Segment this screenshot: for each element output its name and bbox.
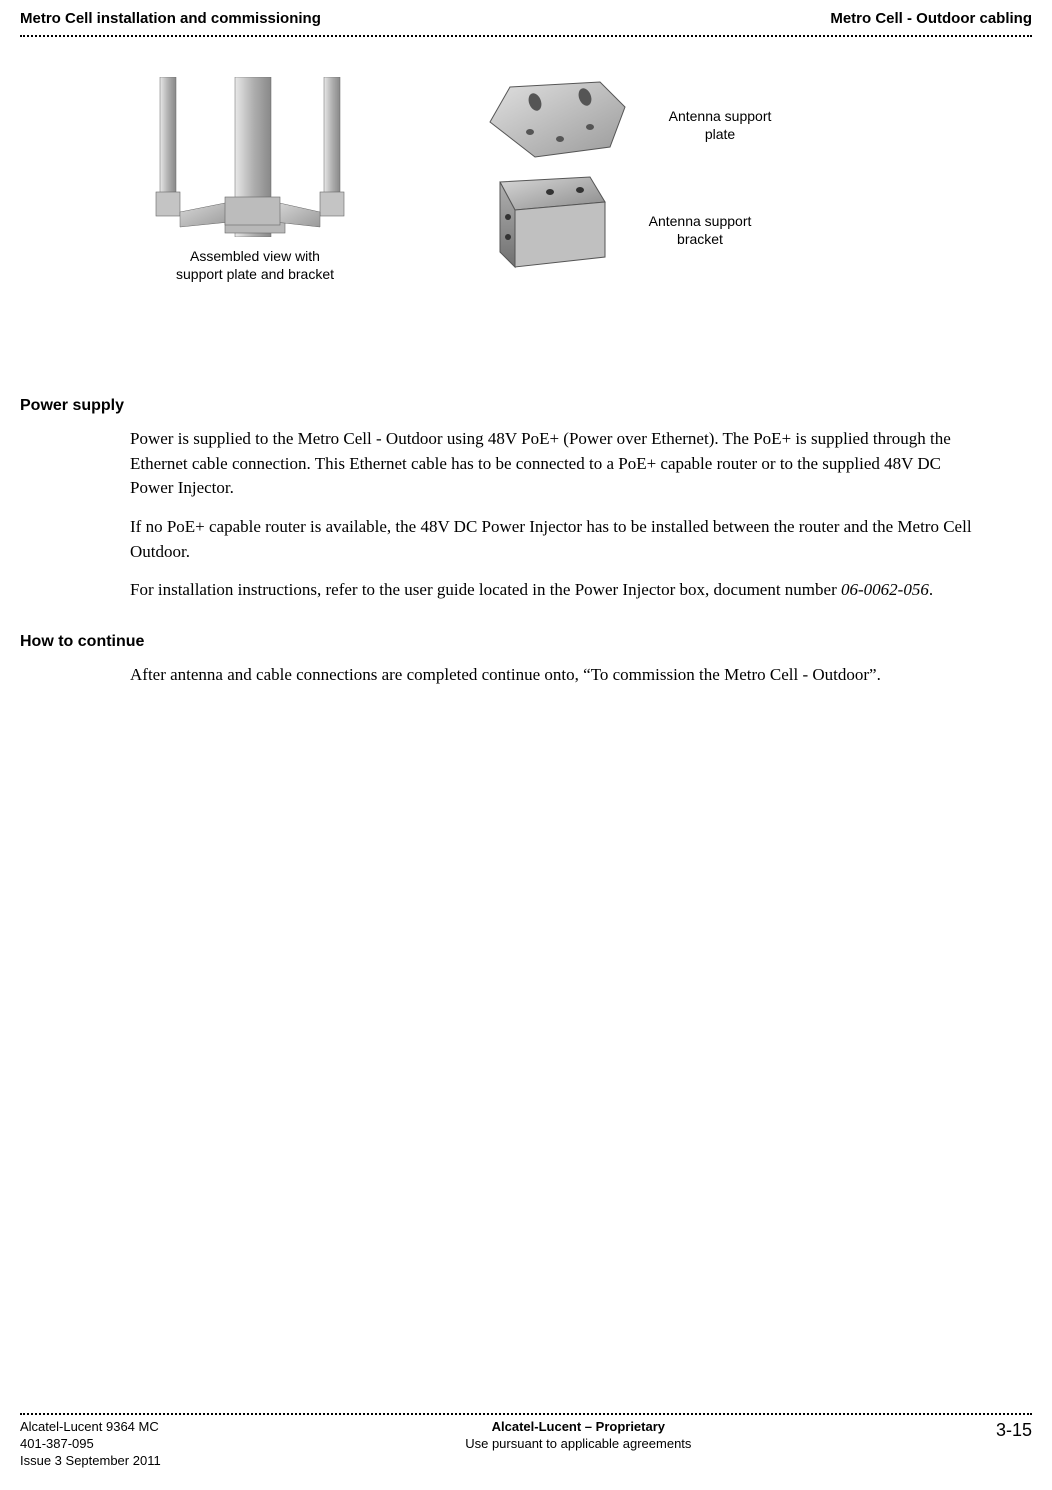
plate-label-line2: plate [705,126,735,142]
bracket-label-line2: bracket [677,231,723,247]
page-number: 3-15 [996,1419,1032,1442]
footer-rule [20,1413,1032,1415]
how-to-continue-heading: How to continue [20,633,1032,651]
figure-area: Assembled view with support plate and br… [20,77,1032,317]
power-supply-p2: If no PoE+ capable router is available, … [130,515,982,564]
page-footer: Alcatel-Lucent 9364 MC 401-387-095 Issue… [20,1413,1032,1470]
plate-label-line1: Antenna support [669,108,772,124]
assembled-caption-line2: support plate and bracket [176,266,334,282]
power-supply-p3: For installation instructions, refer to … [130,578,982,603]
page-header: Metro Cell installation and commissionin… [20,0,1032,35]
assembled-caption-line1: Assembled view with [190,248,320,264]
assembled-caption: Assembled view with support plate and br… [150,247,360,283]
header-right: Metro Cell - Outdoor cabling [830,10,1032,27]
footer-center-1: Alcatel-Lucent – Proprietary [492,1419,665,1436]
footer-center: Alcatel-Lucent – Proprietary Use pursuan… [465,1419,691,1470]
power-supply-p1: Power is supplied to the Metro Cell - Ou… [130,427,982,501]
bracket-label-line1: Antenna support [649,213,752,229]
bracket-label: Antenna support bracket [620,212,780,248]
footer-right: 3-15 [996,1419,1032,1470]
footer-center-2: Use pursuant to applicable agreements [465,1436,691,1453]
footer-left-2: 401-387-095 [20,1436,161,1453]
footer-row: Alcatel-Lucent 9364 MC 401-387-095 Issue… [20,1419,1032,1470]
antenna-support-bracket-icon [480,172,610,272]
assembled-view-icon [150,77,350,237]
footer-left-1: Alcatel-Lucent 9364 MC [20,1419,161,1436]
antenna-support-plate-icon [480,77,630,167]
power-supply-p3-post: . [929,580,933,599]
power-supply-heading: Power supply [20,397,1032,415]
header-rule [20,35,1032,37]
power-supply-p3-italic: 06-0062-056 [841,580,929,599]
footer-left-3: Issue 3 September 2011 [20,1453,161,1470]
footer-left: Alcatel-Lucent 9364 MC 401-387-095 Issue… [20,1419,161,1470]
header-left: Metro Cell installation and commissionin… [20,10,321,27]
plate-label: Antenna support plate [640,107,800,143]
how-to-continue-p1: After antenna and cable connections are … [130,663,982,688]
power-supply-p3-pre: For installation instructions, refer to … [130,580,841,599]
